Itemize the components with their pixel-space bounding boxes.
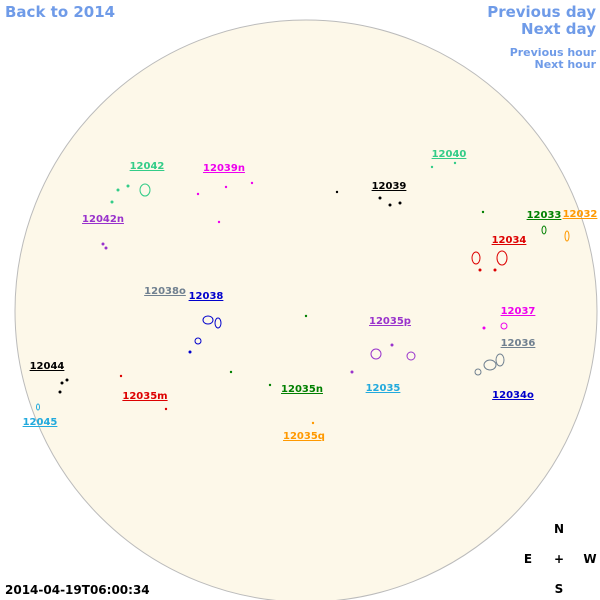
region-label[interactable]: 12039	[372, 181, 407, 192]
region-labels: 12042 12039n 12040 12039 12042n 12033 12…	[23, 149, 598, 442]
region-label[interactable]: 12032	[563, 209, 598, 220]
compass-label: E	[524, 552, 532, 566]
compass-label: W	[583, 552, 596, 566]
region-label[interactable]: 12034o	[492, 390, 534, 401]
region-label[interactable]: 12044	[30, 361, 65, 372]
region-label[interactable]: 12037	[501, 306, 536, 317]
region-label[interactable]: 12042	[130, 161, 165, 172]
nav-link[interactable]: Next hour	[535, 58, 597, 71]
region-label[interactable]: 12034	[492, 235, 527, 246]
compass-label: +	[554, 552, 564, 566]
region-label[interactable]: 12035q	[283, 431, 325, 442]
region-label[interactable]: 12038	[189, 291, 224, 302]
region-label[interactable]: 12035p	[369, 316, 411, 327]
region-label[interactable]: 12036	[501, 338, 536, 349]
compass-label: N	[554, 522, 564, 536]
timestamp: 2014-04-19T06:00:34	[5, 583, 150, 597]
region-label[interactable]: 12039n	[203, 163, 245, 174]
region-label[interactable]: 12033	[527, 210, 562, 221]
solar-disk	[14, 19, 598, 600]
nav-link[interactable]: Previous day	[487, 3, 596, 21]
spot-markers	[36, 161, 570, 425]
region-label[interactable]: 12035	[366, 383, 401, 394]
region-label[interactable]: 12045	[23, 417, 58, 428]
nav-link[interactable]: Previous hour	[510, 46, 597, 59]
region-label[interactable]: 12042n	[82, 214, 124, 225]
region-label[interactable]: 12038o	[144, 286, 186, 297]
compass-label: S	[555, 582, 564, 596]
nav-link[interactable]: Next day	[521, 20, 596, 38]
region-label[interactable]: 12035m	[122, 391, 167, 402]
region-label[interactable]: 12040	[432, 149, 467, 160]
nav-link[interactable]: Back to 2014	[5, 3, 115, 21]
region-label[interactable]: 12035n	[281, 384, 323, 395]
